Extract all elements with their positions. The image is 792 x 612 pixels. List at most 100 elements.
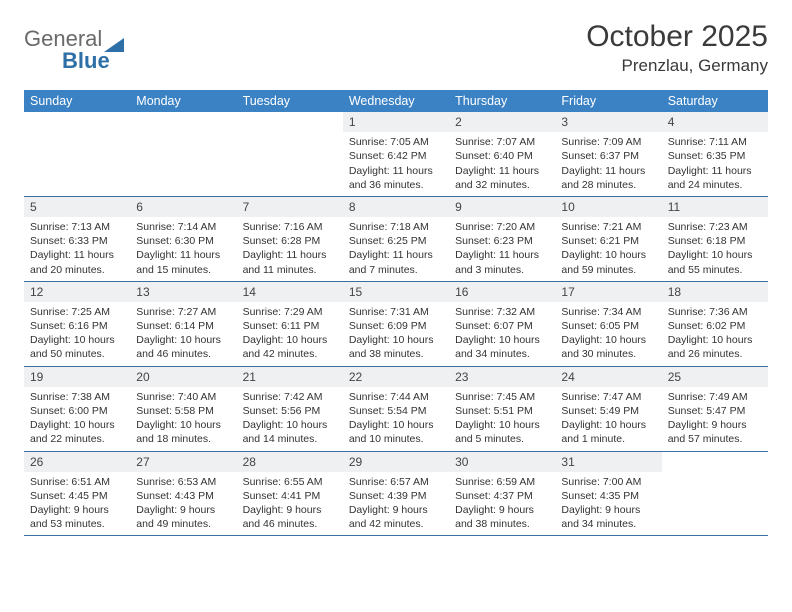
day-number: 25	[662, 367, 768, 387]
calendar-cell: 26Sunrise: 6:51 AMSunset: 4:45 PMDayligh…	[24, 451, 130, 536]
day-number: 24	[555, 367, 661, 387]
calendar-cell: 24Sunrise: 7:47 AMSunset: 5:49 PMDayligh…	[555, 366, 661, 451]
day-number: 9	[449, 197, 555, 217]
daylight-text: Daylight: 10 hours and 59 minutes.	[561, 248, 655, 276]
cell-body: Sunrise: 7:20 AMSunset: 6:23 PMDaylight:…	[449, 217, 555, 281]
calendar-cell: 13Sunrise: 7:27 AMSunset: 6:14 PMDayligh…	[130, 281, 236, 366]
sunset-text: Sunset: 6:25 PM	[349, 234, 443, 248]
sunrise-text: Sunrise: 7:18 AM	[349, 220, 443, 234]
day-number: 17	[555, 282, 661, 302]
daylight-text: Daylight: 10 hours and 55 minutes.	[668, 248, 762, 276]
calendar-cell: 8Sunrise: 7:18 AMSunset: 6:25 PMDaylight…	[343, 196, 449, 281]
day-number: 22	[343, 367, 449, 387]
sunrise-text: Sunrise: 6:53 AM	[136, 475, 230, 489]
sunset-text: Sunset: 6:18 PM	[668, 234, 762, 248]
cell-body: Sunrise: 6:55 AMSunset: 4:41 PMDaylight:…	[237, 472, 343, 536]
calendar-cell: 2Sunrise: 7:07 AMSunset: 6:40 PMDaylight…	[449, 112, 555, 196]
sunrise-text: Sunrise: 7:21 AM	[561, 220, 655, 234]
daylight-text: Daylight: 11 hours and 32 minutes.	[455, 164, 549, 192]
calendar-cell: 29Sunrise: 6:57 AMSunset: 4:39 PMDayligh…	[343, 451, 449, 536]
cell-body: Sunrise: 7:31 AMSunset: 6:09 PMDaylight:…	[343, 302, 449, 366]
daylight-text: Daylight: 10 hours and 10 minutes.	[349, 418, 443, 446]
daylight-text: Daylight: 10 hours and 22 minutes.	[30, 418, 124, 446]
sunrise-text: Sunrise: 6:55 AM	[243, 475, 337, 489]
cell-body: Sunrise: 7:47 AMSunset: 5:49 PMDaylight:…	[555, 387, 661, 451]
weekday-header-row: SundayMondayTuesdayWednesdayThursdayFrid…	[24, 90, 768, 112]
sunset-text: Sunset: 6:33 PM	[30, 234, 124, 248]
sunrise-text: Sunrise: 7:29 AM	[243, 305, 337, 319]
calendar-cell: 21Sunrise: 7:42 AMSunset: 5:56 PMDayligh…	[237, 366, 343, 451]
sunset-text: Sunset: 5:51 PM	[455, 404, 549, 418]
sunset-text: Sunset: 6:28 PM	[243, 234, 337, 248]
sunset-text: Sunset: 6:11 PM	[243, 319, 337, 333]
cell-body: Sunrise: 7:44 AMSunset: 5:54 PMDaylight:…	[343, 387, 449, 451]
day-number: 6	[130, 197, 236, 217]
cell-body: Sunrise: 6:53 AMSunset: 4:43 PMDaylight:…	[130, 472, 236, 536]
sunset-text: Sunset: 5:54 PM	[349, 404, 443, 418]
calendar-cell: 31Sunrise: 7:00 AMSunset: 4:35 PMDayligh…	[555, 451, 661, 536]
daylight-text: Daylight: 9 hours and 49 minutes.	[136, 503, 230, 531]
day-number: 5	[24, 197, 130, 217]
cell-body: Sunrise: 7:00 AMSunset: 4:35 PMDaylight:…	[555, 472, 661, 536]
daylight-text: Daylight: 9 hours and 53 minutes.	[30, 503, 124, 531]
sunrise-text: Sunrise: 7:13 AM	[30, 220, 124, 234]
day-number: 13	[130, 282, 236, 302]
daylight-text: Daylight: 9 hours and 38 minutes.	[455, 503, 549, 531]
calendar-cell: 12Sunrise: 7:25 AMSunset: 6:16 PMDayligh…	[24, 281, 130, 366]
daylight-text: Daylight: 9 hours and 34 minutes.	[561, 503, 655, 531]
sunset-text: Sunset: 5:47 PM	[668, 404, 762, 418]
calendar-week-row: 19Sunrise: 7:38 AMSunset: 6:00 PMDayligh…	[24, 366, 768, 451]
daylight-text: Daylight: 10 hours and 14 minutes.	[243, 418, 337, 446]
cell-body: Sunrise: 7:32 AMSunset: 6:07 PMDaylight:…	[449, 302, 555, 366]
sunset-text: Sunset: 6:30 PM	[136, 234, 230, 248]
sunset-text: Sunset: 6:02 PM	[668, 319, 762, 333]
day-number: 26	[24, 452, 130, 472]
cell-body: Sunrise: 7:29 AMSunset: 6:11 PMDaylight:…	[237, 302, 343, 366]
sunset-text: Sunset: 6:05 PM	[561, 319, 655, 333]
day-number: 18	[662, 282, 768, 302]
calendar-cell: 5 Sunrise: 7:13 AMSunset: 6:33 PMDaylight…	[24, 196, 130, 281]
sunset-text: Sunset: 5:49 PM	[561, 404, 655, 418]
sunrise-text: Sunrise: 7:07 AM	[455, 135, 549, 149]
weekday-header: Thursday	[449, 90, 555, 112]
cell-body: Sunrise: 7:49 AMSunset: 5:47 PMDaylight:…	[662, 387, 768, 451]
sunset-text: Sunset: 5:56 PM	[243, 404, 337, 418]
weekday-header: Sunday	[24, 90, 130, 112]
sunset-text: Sunset: 6:09 PM	[349, 319, 443, 333]
daylight-text: Daylight: 10 hours and 5 minutes.	[455, 418, 549, 446]
day-number: 14	[237, 282, 343, 302]
calendar-cell	[662, 451, 768, 536]
calendar-cell: 28Sunrise: 6:55 AMSunset: 4:41 PMDayligh…	[237, 451, 343, 536]
sunrise-text: Sunrise: 7:34 AM	[561, 305, 655, 319]
calendar-cell: 6Sunrise: 7:14 AMSunset: 6:30 PMDaylight…	[130, 196, 236, 281]
day-number: 31	[555, 452, 661, 472]
sunset-text: Sunset: 4:41 PM	[243, 489, 337, 503]
sunset-text: Sunset: 4:39 PM	[349, 489, 443, 503]
cell-body: Sunrise: 7:42 AMSunset: 5:56 PMDaylight:…	[237, 387, 343, 451]
calendar-cell: 23Sunrise: 7:45 AMSunset: 5:51 PMDayligh…	[449, 366, 555, 451]
sunrise-text: Sunrise: 6:51 AM	[30, 475, 124, 489]
calendar-body: 1Sunrise: 7:05 AMSunset: 6:42 PMDaylight…	[24, 112, 768, 536]
sunrise-text: Sunrise: 7:16 AM	[243, 220, 337, 234]
calendar-cell: 25Sunrise: 7:49 AMSunset: 5:47 PMDayligh…	[662, 366, 768, 451]
sunrise-text: Sunrise: 6:57 AM	[349, 475, 443, 489]
calendar-cell	[24, 112, 130, 196]
cell-body: Sunrise: 7:25 AMSunset: 6:16 PMDaylight:…	[24, 302, 130, 366]
daylight-text: Daylight: 11 hours and 36 minutes.	[349, 164, 443, 192]
sunrise-text: Sunrise: 7:11 AM	[668, 135, 762, 149]
sunrise-text: Sunrise: 7:45 AM	[455, 390, 549, 404]
day-number: 11	[662, 197, 768, 217]
daylight-text: Daylight: 11 hours and 11 minutes.	[243, 248, 337, 276]
daylight-text: Daylight: 11 hours and 3 minutes.	[455, 248, 549, 276]
daylight-text: Daylight: 10 hours and 18 minutes.	[136, 418, 230, 446]
sunrise-text: Sunrise: 7:05 AM	[349, 135, 443, 149]
cell-body: Sunrise: 7:45 AMSunset: 5:51 PMDaylight:…	[449, 387, 555, 451]
month-title: October 2025	[586, 20, 768, 54]
cell-body: Sunrise: 7:21 AMSunset: 6:21 PMDaylight:…	[555, 217, 661, 281]
cell-body: Sunrise: 7:05 AMSunset: 6:42 PMDaylight:…	[343, 132, 449, 196]
cell-body: Sunrise: 6:51 AMSunset: 4:45 PMDaylight:…	[24, 472, 130, 536]
calendar-cell: 1Sunrise: 7:05 AMSunset: 6:42 PMDaylight…	[343, 112, 449, 196]
calendar-cell: 16Sunrise: 7:32 AMSunset: 6:07 PMDayligh…	[449, 281, 555, 366]
sunrise-text: Sunrise: 7:27 AM	[136, 305, 230, 319]
daylight-text: Daylight: 11 hours and 20 minutes.	[30, 248, 124, 276]
